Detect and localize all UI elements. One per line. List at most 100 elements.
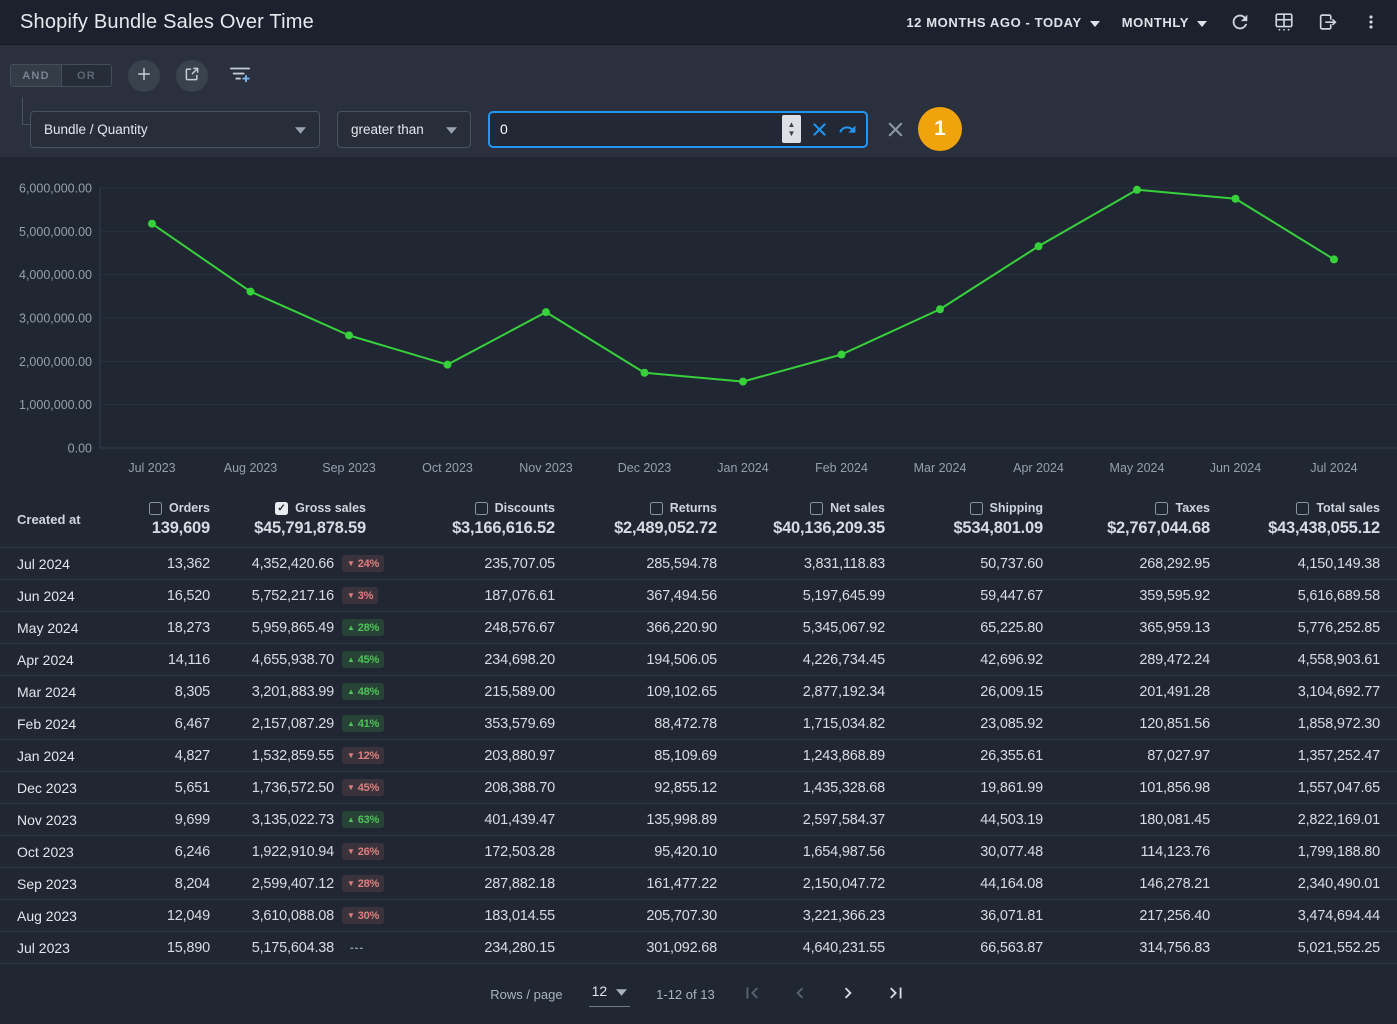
metric-column-shipping: Shipping $534,801.09 [885,501,1043,538]
row-shipping: 26,009.15 [980,683,1043,700]
row-net-sales: 1,654,987.56 [802,843,885,860]
table-row[interactable]: May 2024 18,273 5,959,865.49 ▲ 28% 248,576.67… [0,612,1397,644]
clear-value-icon[interactable] [811,121,828,138]
metric-checkbox[interactable] [474,501,488,515]
first-page-button[interactable] [741,982,763,1007]
row-discounts: 235,707.05 [484,555,555,572]
share-filter-button[interactable] [176,59,208,92]
down-arrow-icon: ▼ [347,591,355,600]
filter-value-input[interactable] [490,121,782,137]
metric-toggle-taxes[interactable]: Taxes [1155,501,1210,515]
export-button[interactable] [1317,11,1339,33]
metric-column-discounts: Discounts $3,166,616.52 [388,501,555,538]
row-net-sales: 5,345,067.92 [802,619,885,636]
row-total-sales: 3,474,694.44 [1297,907,1380,924]
row-taxes: 217,256.40 [1139,907,1210,924]
more-menu-button[interactable] [1361,12,1381,32]
or-toggle[interactable]: OR [61,65,111,86]
metric-checkbox[interactable] [810,501,824,515]
row-net-sales: 1,435,328.68 [802,779,885,796]
row-returns: 85,109.69 [654,747,717,764]
metric-label: Returns [669,501,717,515]
svg-text:5,000,000.00: 5,000,000.00 [19,225,92,239]
metric-column-taxes: Taxes $2,767,044.68 [1043,501,1210,538]
row-returns: 161,477.22 [646,875,717,892]
filter-operator-select[interactable]: greater than [337,110,471,148]
row-taxes: 180,081.45 [1139,811,1210,828]
table-row[interactable]: Mar 2024 8,305 3,201,883.99 ▲ 48% 215,589.00 1… [0,676,1397,708]
add-filter-group-button[interactable] [228,63,252,88]
row-net-sales: 5,197,645.99 [802,587,885,604]
metric-toggle-orders[interactable]: Orders [149,501,210,515]
row-total-sales: 5,021,552.25 [1297,939,1380,956]
row-net-sales: 1,243,868.89 [802,747,885,764]
metric-checkbox[interactable] [149,501,162,515]
table-row[interactable]: Apr 2024 14,116 4,655,938.70 ▲ 45% 234,698.20… [0,644,1397,676]
filter-add-icon [228,63,252,88]
refresh-button[interactable] [1229,11,1251,33]
date-range-selector[interactable]: 12 MONTHS AGO - TODAY [906,15,1100,30]
table-row[interactable]: Jan 2024 4,827 1,532,859.55 ▼ 12% 203,880.97 8… [0,740,1397,772]
table-row[interactable]: Sep 2023 8,204 2,599,407.12 ▼ 28% 287,882.18 1… [0,868,1397,900]
next-page-button[interactable] [837,982,859,1007]
change-badge: ▼ 24% [342,555,385,572]
table-row[interactable]: Dec 2023 5,651 1,736,572.50 ▼ 45% 208,388.70 9… [0,772,1397,804]
row-returns: 301,092.68 [646,939,717,956]
gross-sales-value: 1,736,572.50 [251,779,334,796]
row-shipping: 26,355.61 [980,747,1043,764]
metric-toggle-total_sales[interactable]: Total sales [1296,501,1380,515]
row-returns: 194,506.05 [646,651,717,668]
metric-checkbox[interactable] [1296,501,1310,515]
row-discounts: 203,880.97 [484,747,555,764]
metric-toggle-discounts[interactable]: Discounts [474,501,555,515]
table-row[interactable]: Aug 2023 12,049 3,610,088.08 ▼ 30% 183,014.55… [0,900,1397,932]
row-orders: 8,204 [174,875,210,892]
last-page-button[interactable] [885,982,907,1007]
metric-toggle-gross_sales[interactable]: ✓ Gross sales [275,501,366,515]
row-taxes: 268,292.95 [1139,555,1210,572]
metric-toggle-net_sales[interactable]: Net sales [810,501,885,515]
redo-icon[interactable] [838,120,857,139]
metric-toggle-returns[interactable]: Returns [649,501,717,515]
remove-filter-icon[interactable] [886,120,905,139]
number-spinner[interactable]: ▲ ▼ [782,115,801,143]
gross-sales-value: 3,201,883.99 [251,683,334,700]
row-net-sales: 4,226,734.45 [802,651,885,668]
kebab-menu-icon [1361,12,1381,32]
table-row[interactable]: Nov 2023 9,699 3,135,022.73 ▲ 63% 401,439.47 1… [0,804,1397,836]
row-orders: 6,246 [174,843,210,860]
rows-per-page-value: 12 [591,983,608,999]
change-percent: 30% [357,909,380,922]
row-created-at: Jul 2023 [17,939,70,956]
change-badge-slot: ▼ 3% [342,587,388,604]
metric-label: Discounts [494,501,555,515]
table-row[interactable]: Jun 2024 16,520 5,752,217.16 ▼ 3% 187,076.61 3… [0,580,1397,612]
table-row[interactable]: Jul 2024 13,362 4,352,420.66 ▼ 24% 235,707.05… [0,548,1397,580]
granularity-selector[interactable]: MONTHLY [1122,15,1207,30]
and-toggle[interactable]: AND [11,65,61,86]
and-or-toggle[interactable]: AND OR [10,64,112,87]
add-filter-button[interactable] [128,59,160,92]
row-taxes: 289,472.24 [1139,651,1210,668]
metric-checkbox[interactable]: ✓ [275,501,289,515]
table-view-button[interactable] [1273,11,1295,33]
filter-field-select[interactable]: Bundle / Quantity [30,110,320,148]
line-chart: 6,000,000.00 5,000,000.00 4,000,000.00 3,00… [0,159,1397,489]
down-arrow-icon: ▼ [347,559,355,568]
table-row[interactable]: Jul 2023 15,890 5,175,604.38 --- 234,280.15 3… [0,932,1397,964]
table-row[interactable]: Oct 2023 6,246 1,922,910.94 ▼ 26% 172,503.28 9… [0,836,1397,868]
metric-checkbox[interactable] [649,501,663,515]
metric-checkbox[interactable] [969,501,983,515]
rows-per-page-select[interactable]: 12 [588,981,631,1007]
metric-toggle-shipping[interactable]: Shipping [969,501,1043,515]
prev-page-button[interactable] [789,982,811,1007]
down-arrow-icon: ▼ [347,783,355,792]
metric-column-gross_sales: ✓ Gross sales $45,791,878.59 [210,501,388,538]
svg-text:Apr 2024: Apr 2024 [1013,461,1064,475]
table-row[interactable]: Feb 2024 6,467 2,157,087.29 ▲ 41% 353,579.69 8… [0,708,1397,740]
change-percent: 63% [357,813,380,826]
row-returns: 109,102.65 [646,683,717,700]
granularity-label: MONTHLY [1121,14,1189,30]
metric-checkbox[interactable] [1155,501,1169,515]
change-percent: 28% [357,877,380,890]
